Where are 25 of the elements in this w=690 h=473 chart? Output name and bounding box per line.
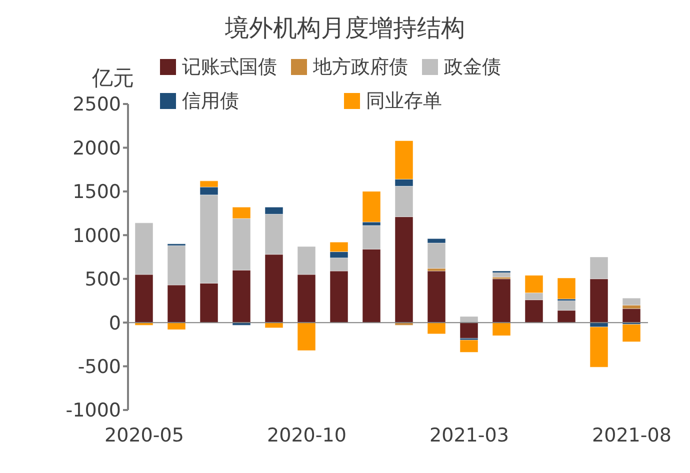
- bar: [427, 242, 446, 269]
- legend-label: 记账式国债: [182, 55, 277, 80]
- y-tick-label: 2500: [72, 94, 121, 116]
- bar: [622, 324, 641, 342]
- bar: [362, 191, 381, 222]
- y-tick-label: 1000: [72, 224, 121, 247]
- x-tick-label: 2020-10: [267, 424, 346, 446]
- chart-title: 境外机构月度增持结构: [224, 13, 466, 44]
- x-tick-label: 2021-08: [592, 424, 672, 446]
- x-tick-label: 2021-03: [430, 424, 509, 446]
- bar: [590, 326, 608, 368]
- y-tick-label: 1500: [72, 181, 121, 204]
- y-axis-title: 亿元: [92, 65, 134, 92]
- y-tick-label: 2000: [72, 137, 121, 160]
- y-tick-label: -1000: [66, 400, 121, 422]
- x-tick-label: 2020-05: [104, 424, 184, 446]
- bar: [622, 308, 641, 323]
- y-tick-label: 0: [108, 312, 121, 334]
- legend-label: 信用债: [182, 89, 239, 114]
- bar: [622, 298, 641, 306]
- legend-label: 地方政府债: [313, 55, 408, 80]
- y-tick-label: -500: [78, 356, 121, 378]
- y-tick-label: 500: [84, 268, 121, 291]
- legend-label: 政金债: [444, 55, 501, 80]
- legend-label: 同业存单: [366, 89, 442, 114]
